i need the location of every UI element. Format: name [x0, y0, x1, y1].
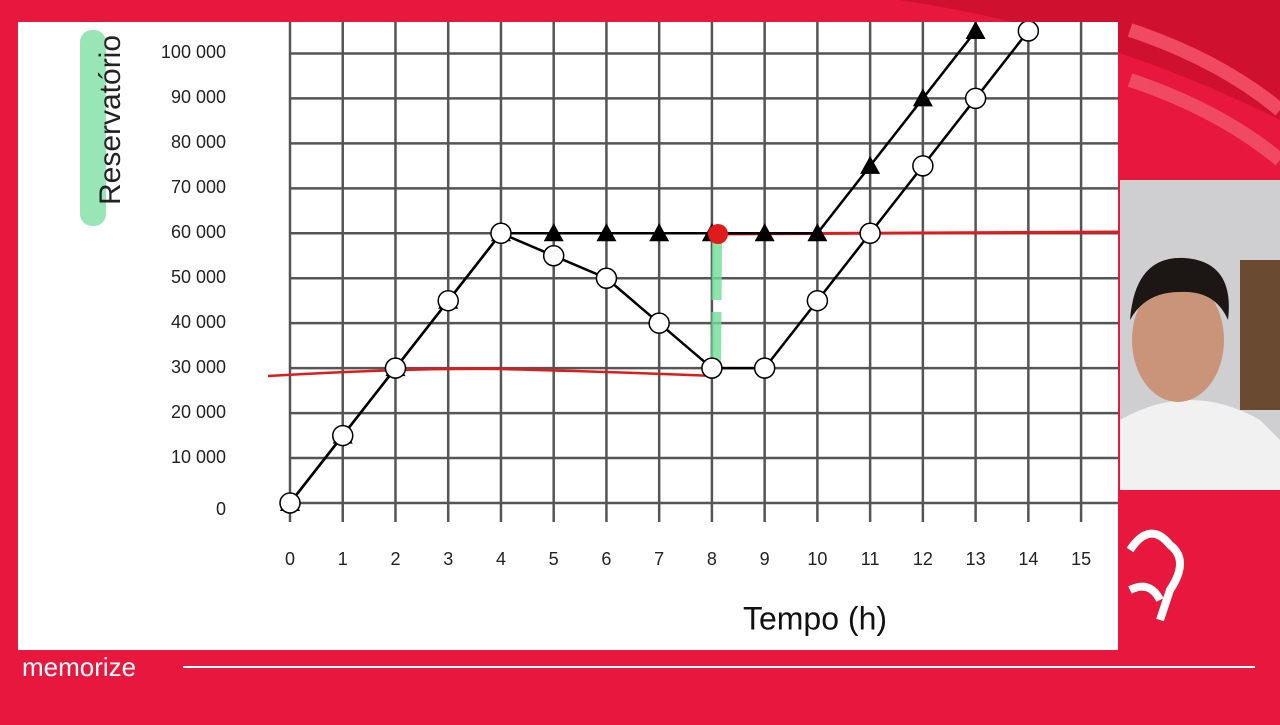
logo [1126, 529, 1184, 622]
point [543, 223, 564, 242]
point [1017, 22, 1040, 42]
x-tick-label: 3 [443, 549, 453, 569]
point [279, 492, 301, 514]
decor [900, 0, 1280, 120]
x-tick-label: 8 [707, 549, 717, 569]
point [701, 357, 723, 379]
x-tick-label: 2 [390, 549, 400, 569]
point [649, 223, 670, 242]
y-tick-label: 50 000 [171, 267, 226, 287]
annotation [708, 224, 728, 244]
x-tick-label: 9 [760, 549, 770, 569]
x-tick-label: 12 [913, 549, 933, 569]
brand: memorize [22, 652, 136, 682]
x-tick-label: 4 [496, 549, 506, 569]
x-tick-label: 13 [966, 549, 986, 569]
point [384, 357, 407, 379]
point [596, 223, 617, 242]
webcam-person [1120, 400, 1280, 490]
point [595, 267, 618, 289]
point [806, 289, 829, 312]
highlight [80, 30, 106, 226]
webcam-person [1132, 278, 1224, 402]
point [753, 357, 776, 379]
point [754, 223, 775, 242]
y-tick-label: 60 000 [171, 222, 226, 242]
point [860, 155, 881, 174]
y-tick-label: 40 000 [171, 312, 226, 332]
point [912, 88, 933, 107]
decor [1127, 23, 1280, 166]
y-axis-title: Reservatório [94, 35, 127, 205]
x-tick-label: 5 [549, 549, 559, 569]
x-tick-label: 1 [338, 549, 348, 569]
x-axis-title: Tempo (h) [743, 600, 887, 636]
x-tick-label: 0 [285, 549, 295, 569]
x-tick-label: 11 [861, 549, 880, 569]
annotation [711, 239, 722, 371]
point [859, 222, 881, 245]
point [437, 289, 459, 312]
point [542, 245, 565, 267]
y-tick-label: 90 000 [171, 87, 226, 107]
webcam-person [1130, 257, 1229, 320]
plot: Reservatório Tempo (h) [80, 22, 1118, 636]
panel [18, 22, 1118, 650]
y-tick-label: 0 [216, 499, 226, 519]
y-tick-label: 10 000 [171, 447, 226, 467]
y-tick-label: 20 000 [171, 402, 226, 422]
x-tick-label: 15 [1071, 549, 1091, 569]
x-tick-label: 14 [1018, 549, 1038, 569]
x-tick-label: 7 [654, 549, 664, 569]
y-tick-label: 30 000 [171, 357, 226, 377]
x-tick-label: 6 [601, 549, 611, 569]
point [331, 424, 354, 447]
x-tick-label: 10 [807, 549, 827, 569]
y-tick-label: 100 000 [161, 42, 226, 62]
point [807, 223, 828, 242]
y-tick-label: 80 000 [171, 132, 226, 152]
point [964, 87, 987, 110]
point [648, 312, 670, 334]
webcam-furniture [1240, 260, 1280, 410]
annotation [267, 367, 717, 378]
y-tick-label: 70 000 [171, 177, 226, 197]
point [912, 155, 934, 177]
point [965, 22, 986, 39]
point [490, 222, 512, 245]
